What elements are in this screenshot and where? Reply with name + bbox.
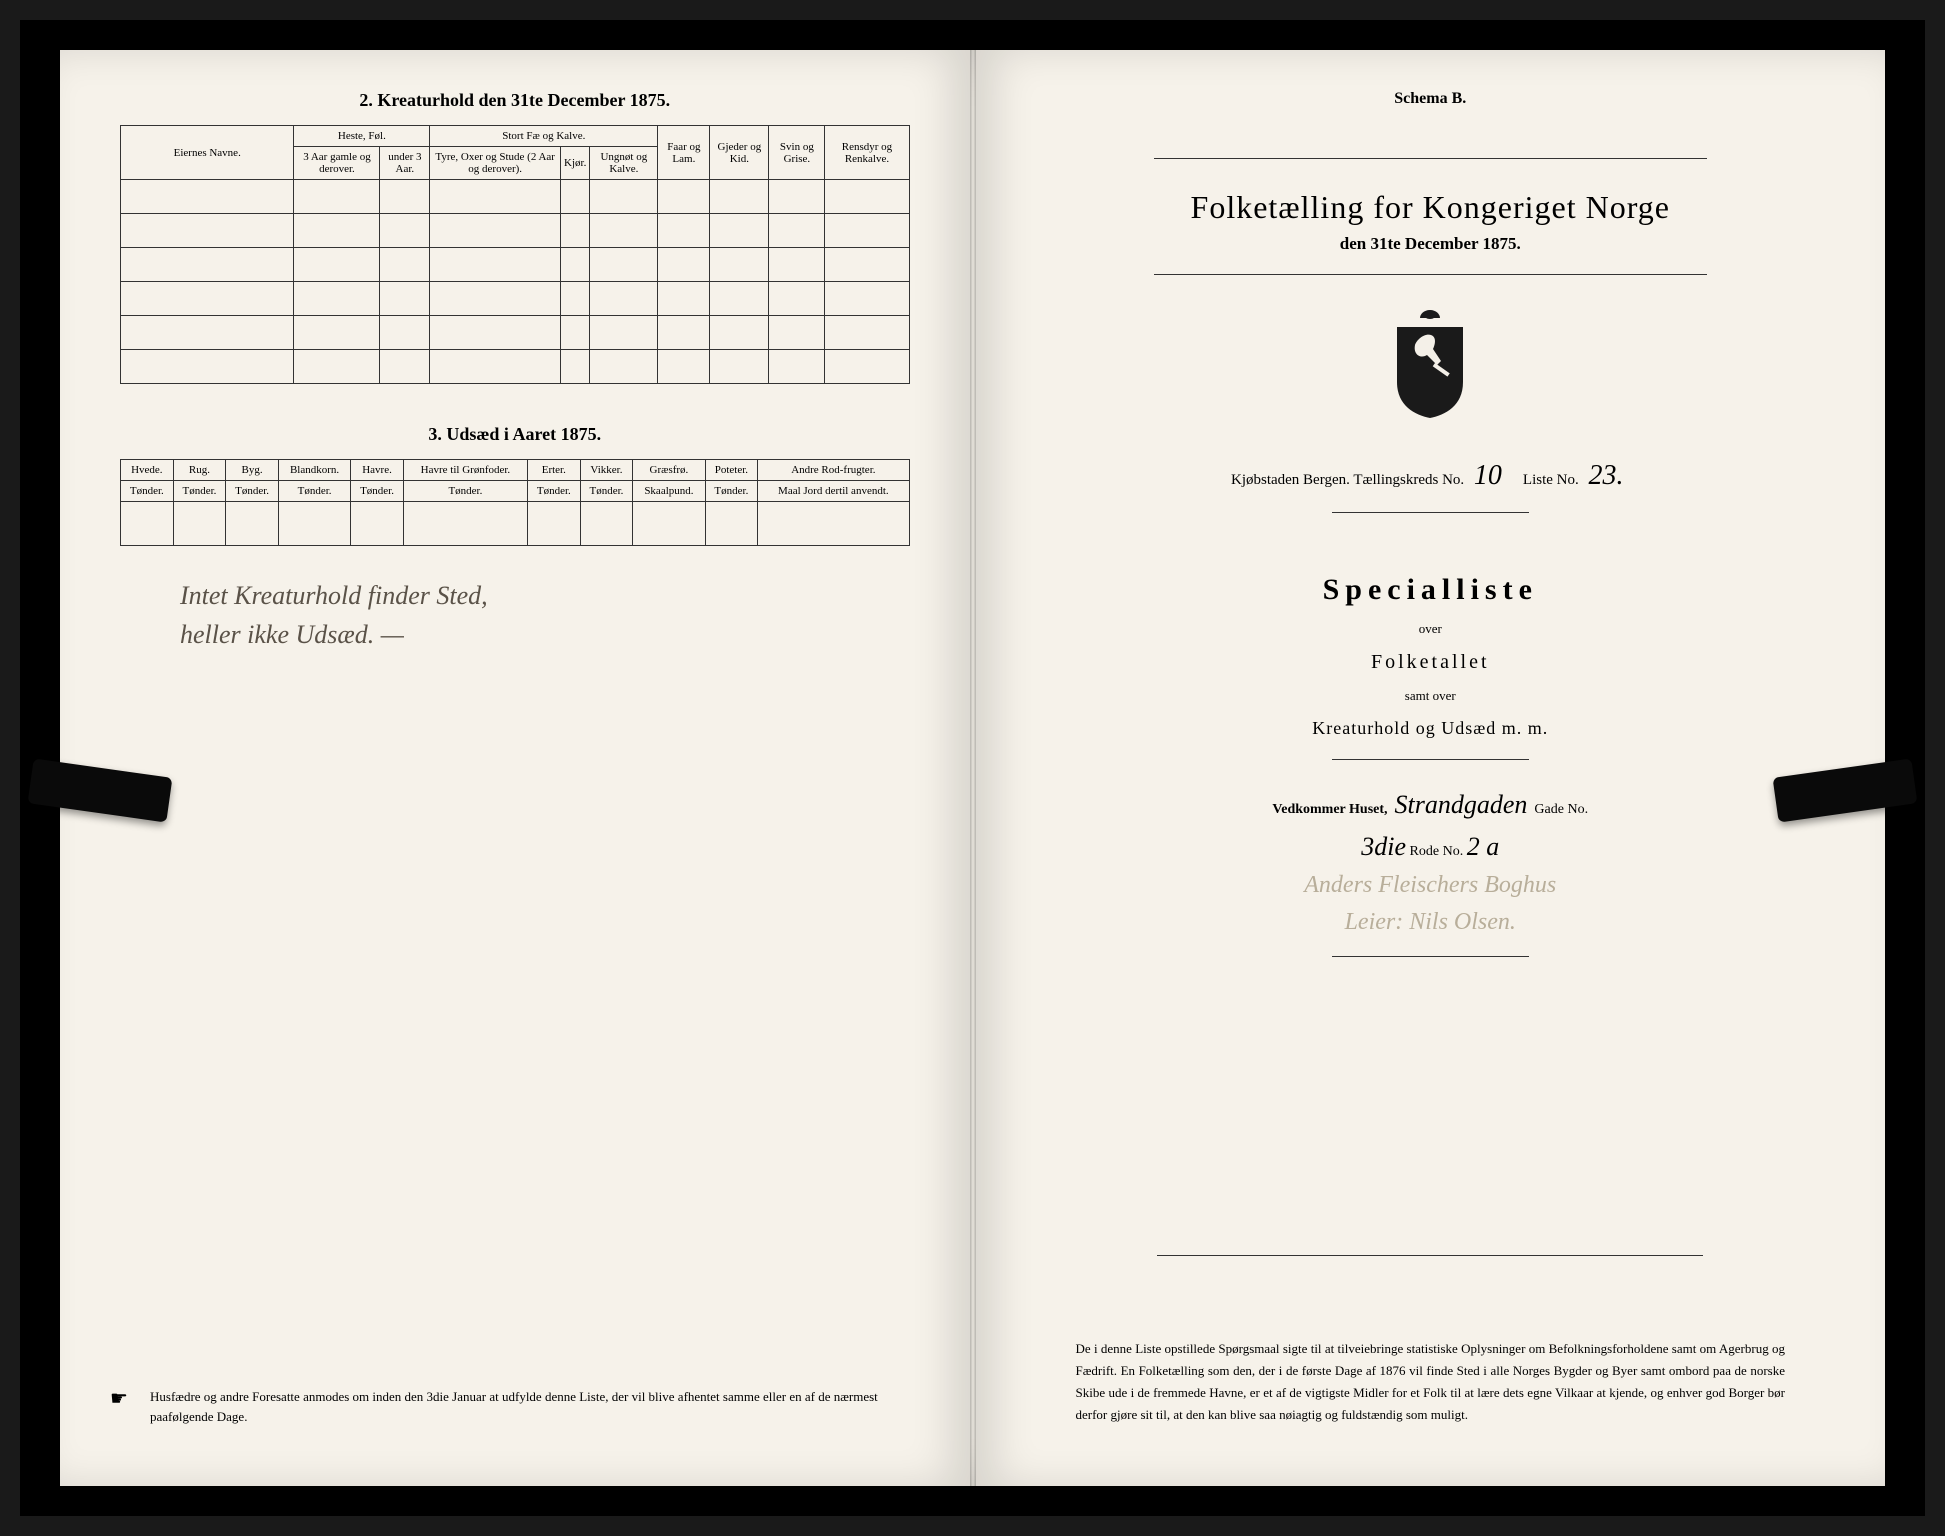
unit: Tønder. <box>527 481 580 502</box>
col-mixed: Blandkorn. <box>278 460 350 481</box>
unit: Tønder. <box>705 481 758 502</box>
col-reindeer: Rensdyr og Renkalve. <box>825 126 909 180</box>
unit: Maal Jord dertil anvendt. <box>758 481 909 502</box>
livestock-table: Eiernes Navne. Heste, Føl. Stort Fæ og K… <box>120 125 910 384</box>
table-row <box>121 502 910 546</box>
unit: Tønder. <box>278 481 350 502</box>
coat-of-arms-icon <box>1385 305 1475 420</box>
col-vetch: Vikker. <box>580 460 633 481</box>
rule-above-para <box>1157 1255 1703 1256</box>
col-potato: Poteter. <box>705 460 758 481</box>
census-main-title: Folketælling for Kongeriget Norge <box>1036 189 1826 226</box>
section-2-title: 2. Kreaturhold den 31te December 1875. <box>120 90 910 111</box>
table-row <box>121 282 910 316</box>
district-info-line: Kjøbstaden Bergen. Tællingskreds No. 10 … <box>1036 460 1826 492</box>
rode-number: 2 a <box>1467 832 1500 861</box>
liste-label: Liste No. <box>1523 472 1579 488</box>
rule-short-1 <box>1332 512 1529 513</box>
info-prefix: Kjøbstaden Bergen. Tællingskreds No. <box>1231 472 1464 488</box>
table-row <box>121 180 910 214</box>
right-page: Schema B. Folketælling for Kongeriget No… <box>976 50 1886 1486</box>
over-label: over <box>1036 621 1826 637</box>
col-group-horses: Heste, Føl. <box>294 126 430 147</box>
left-footnote: Husfædre og andre Foresatte anmodes om i… <box>150 1387 910 1426</box>
col-owner: Eiernes Navne. <box>121 126 294 180</box>
kreaturhold-label: Kreaturhold og Udsæd m. m. <box>1036 718 1826 739</box>
table-row <box>121 350 910 384</box>
rule-top <box>1154 158 1707 159</box>
handwritten-note: Intet Kreaturhold finder Sted, heller ik… <box>120 576 910 654</box>
unit: Skaalpund. <box>633 481 705 502</box>
unit: Tønder. <box>226 481 279 502</box>
page-spread: 2. Kreaturhold den 31te December 1875. E… <box>60 50 1885 1486</box>
col-s3: Ungnøt og Kalve. <box>590 147 658 180</box>
street-handwritten: Strandgaden <box>1395 790 1528 819</box>
col-greenoats: Havre til Grønfoder. <box>403 460 527 481</box>
faded-handwriting-2: Leier: Nils Olsen. <box>1036 909 1826 936</box>
rule-short-2 <box>1332 759 1529 760</box>
table-row <box>121 214 910 248</box>
vedk-label: Vedkommer Huset, <box>1272 802 1387 817</box>
rode-line: 3die Rode No. 2 a <box>1036 832 1826 862</box>
explanatory-paragraph: De i denne Liste opstillede Spørgsmaal s… <box>1076 1338 1786 1426</box>
samt-label: samt over <box>1036 688 1826 704</box>
col-other: Andre Rod-frugter. <box>758 460 909 481</box>
book-frame: 2. Kreaturhold den 31te December 1875. E… <box>20 20 1925 1516</box>
col-h1: 3 Aar gamle og derover. <box>294 147 380 180</box>
col-peas: Erter. <box>527 460 580 481</box>
col-oats: Havre. <box>351 460 404 481</box>
unit: Tønder. <box>351 481 404 502</box>
house-line: Vedkommer Huset, Strandgaden Gade No. <box>1036 790 1826 820</box>
col-group-cattle: Stort Fæ og Kalve. <box>430 126 658 147</box>
census-subtitle: den 31te December 1875. <box>1036 234 1826 254</box>
col-goats: Gjeder og Kid. <box>710 126 769 180</box>
col-pigs: Svin og Grise. <box>769 126 825 180</box>
pointing-hand-icon: ☛ <box>110 1386 128 1411</box>
rode-prefix: 3die <box>1361 832 1406 861</box>
rule-under-title <box>1154 274 1707 275</box>
handwriting-line-1: Intet Kreaturhold finder Sted, <box>180 576 910 615</box>
col-rye: Rug. <box>173 460 226 481</box>
col-wheat: Hvede. <box>121 460 174 481</box>
faded-handwriting-1: Anders Fleischers Boghus <box>1036 872 1826 899</box>
section-3-title: 3. Udsæd i Aaret 1875. <box>120 424 910 445</box>
col-grass: Græsfrø. <box>633 460 705 481</box>
schema-label: Schema B. <box>1036 90 1826 108</box>
gade-label: Gade No. <box>1534 802 1588 817</box>
rode-label: Rode No. <box>1410 844 1464 859</box>
unit: Tønder. <box>403 481 527 502</box>
unit: Tønder. <box>173 481 226 502</box>
table-row <box>121 248 910 282</box>
kreds-number: 10 <box>1468 460 1508 491</box>
col-s1: Tyre, Oxer og Stude (2 Aar og derover). <box>430 147 561 180</box>
unit: Tønder. <box>580 481 633 502</box>
table-row <box>121 316 910 350</box>
handwriting-line-2: heller ikke Udsæd. — <box>180 615 910 654</box>
seed-table: Hvede. Rug. Byg. Blandkorn. Havre. Havre… <box>120 459 910 546</box>
unit: Tønder. <box>121 481 174 502</box>
col-sheep: Faar og Lam. <box>658 126 710 180</box>
rule-short-3 <box>1332 956 1529 957</box>
left-page: 2. Kreaturhold den 31te December 1875. E… <box>60 50 970 1486</box>
liste-number: 23. <box>1583 460 1630 491</box>
specialliste-title: Specialliste <box>1036 573 1826 607</box>
col-s2: Kjør. <box>561 147 590 180</box>
col-h2: under 3 Aar. <box>380 147 430 180</box>
col-barley: Byg. <box>226 460 279 481</box>
folketallet-label: Folketallet <box>1036 651 1826 674</box>
